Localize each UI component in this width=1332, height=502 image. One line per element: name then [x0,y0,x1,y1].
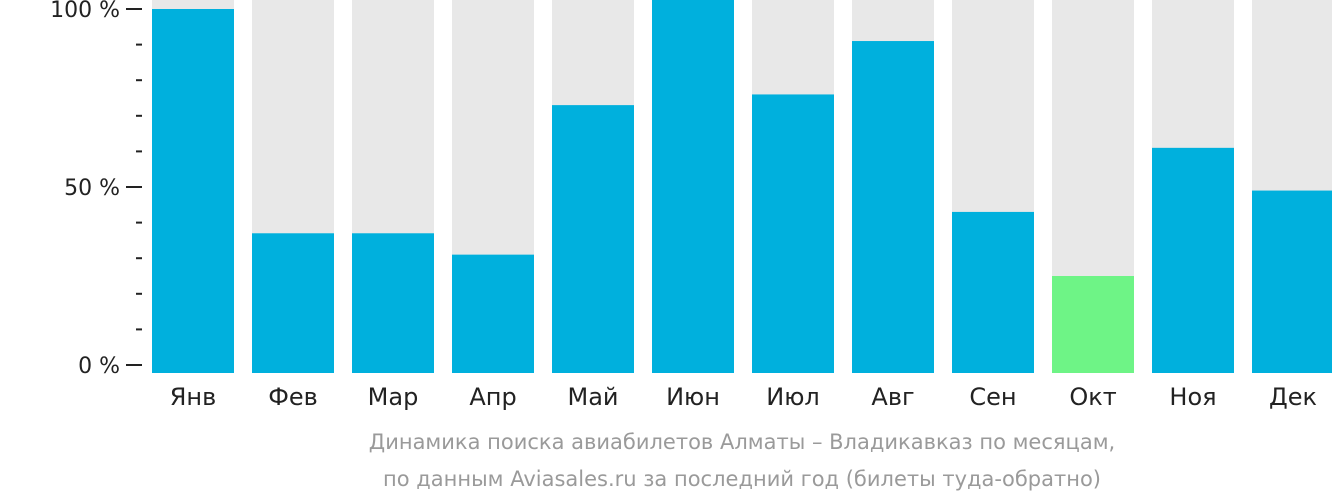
x-tick-label: Ноя [1169,383,1216,411]
x-tick-label: Дек [1269,383,1317,411]
y-tick-label: 0 % [78,354,120,379]
bar-Янв[interactable] [152,9,234,373]
bar-Авг[interactable] [852,41,934,373]
x-tick-label: Фев [268,383,318,411]
bar-Май[interactable] [552,105,634,374]
bar-Июн[interactable] [652,0,734,373]
bar-Мар[interactable] [352,233,434,373]
x-tick-label: Апр [469,383,516,411]
y-tick-label: 50 % [64,176,120,201]
x-tick-label: Окт [1069,383,1116,411]
bars [152,0,1332,374]
bar-Июл[interactable] [752,94,834,373]
x-tick-label: Май [567,383,618,411]
x-tick-label: Янв [170,383,217,411]
bar-chart: 0 % 50 % 100 % Янв Фев Мар Апр Май Июн Июл Авг Сен… [50,0,1332,411]
bar-Дек[interactable] [1252,190,1332,373]
x-tick-label: Сен [969,383,1016,411]
bar-Ноя[interactable] [1152,147,1234,373]
chart-caption-line-1: Динамика поиска авиабилетов Алматы – Вла… [368,430,1116,454]
x-tick-label: Июл [766,383,820,411]
y-axis: 0 % 50 % 100 % [50,0,142,379]
bar-Сен[interactable] [952,211,1034,373]
y-tick-label: 100 % [50,0,120,23]
x-tick-label: Мар [368,383,419,411]
chart-caption-line-2: по данным Aviasales.ru за последний год … [383,467,1101,491]
bar-Фев[interactable] [252,233,334,373]
bar-Апр[interactable] [452,254,534,373]
x-tick-label: Июн [666,383,720,411]
bar-Окт[interactable] [1052,276,1134,373]
x-tick-label: Авг [871,383,914,411]
x-axis-labels: Янв Фев Мар Апр Май Июн Июл Авг Сен Окт Ноя Дек [170,383,1317,411]
